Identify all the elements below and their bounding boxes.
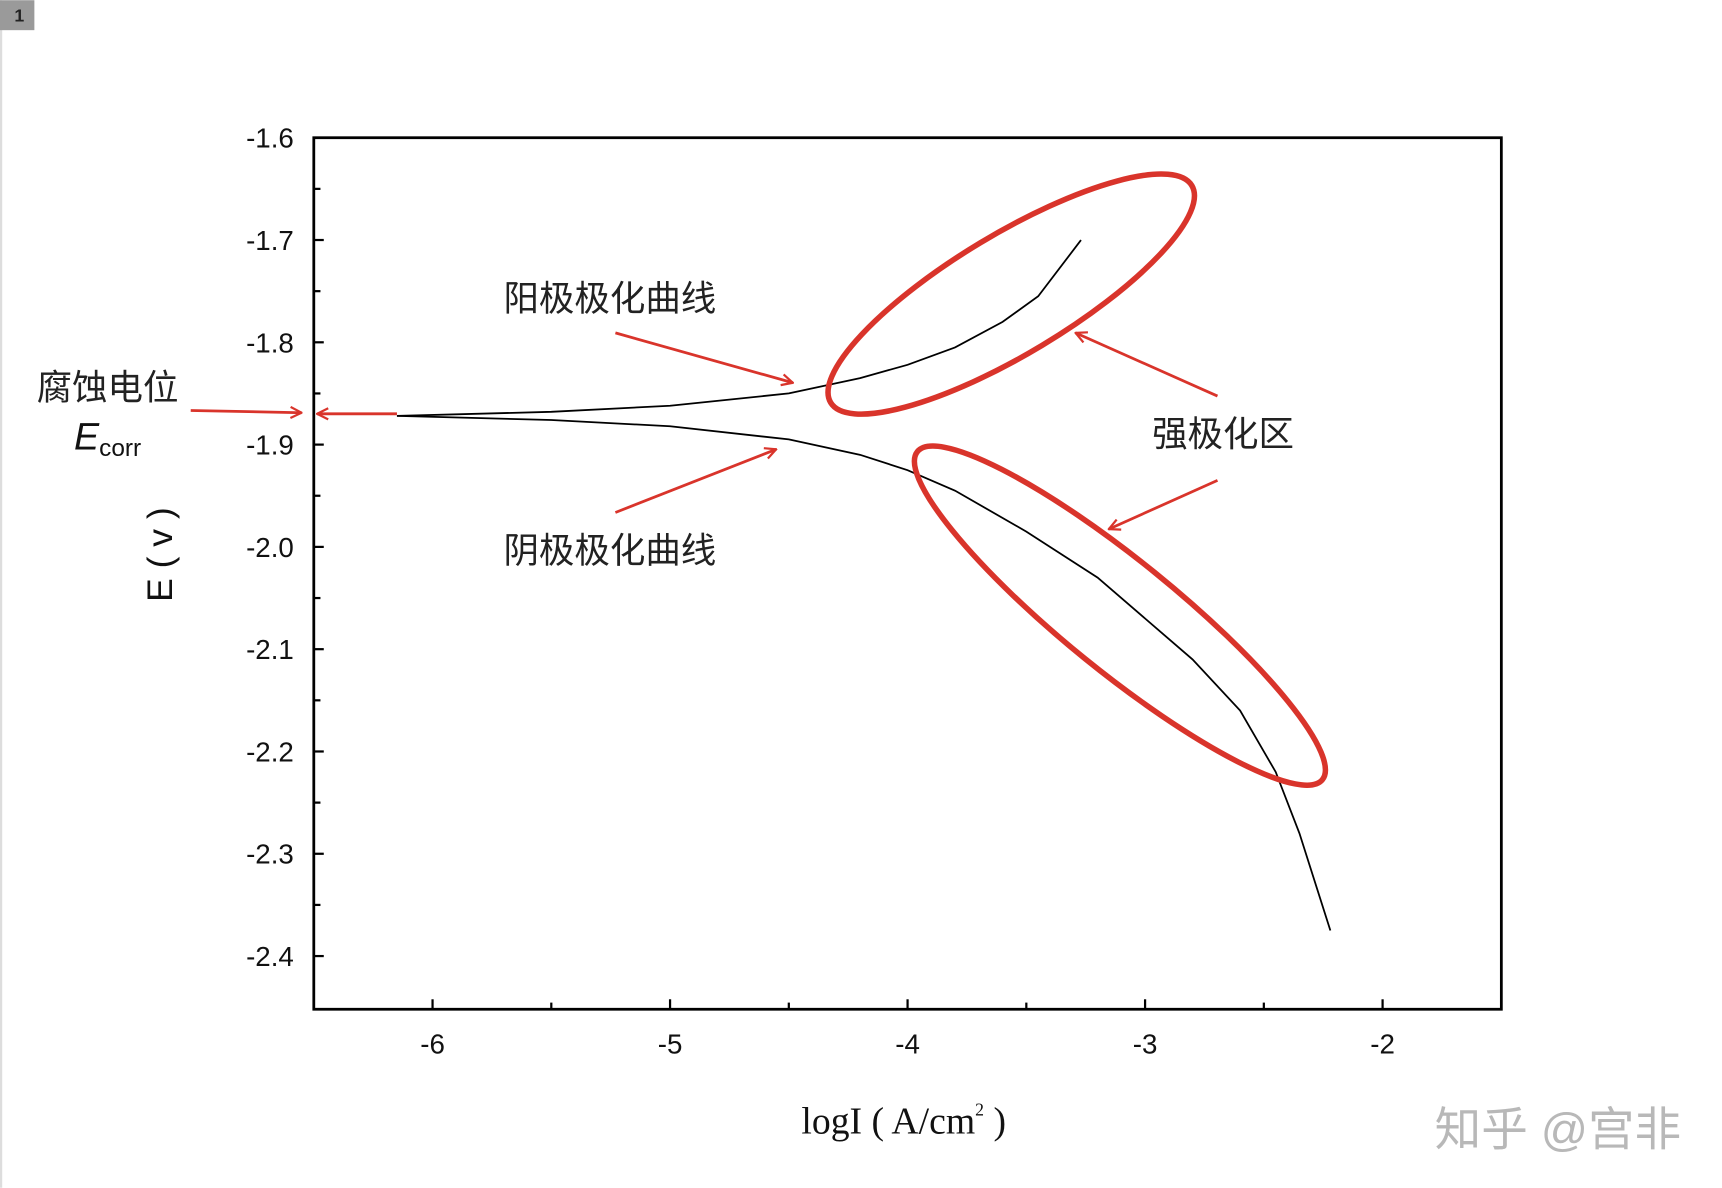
series-label: 阴极极化曲线 xyxy=(503,530,716,570)
y-tick-label: -1.9 xyxy=(246,430,294,461)
y-tick-label: -2.0 xyxy=(246,532,294,563)
y-tick-label: -1.8 xyxy=(246,327,294,358)
plot: -1.6 -1.7 -1.8 -1.9 -2.0 -2.1 -2.2 -2.3 -2.4 -6 -5… xyxy=(246,123,1395,1060)
series-line xyxy=(396,415,1332,931)
ecorr-symbol: E xyxy=(74,415,100,457)
badge xyxy=(0,0,35,31)
y-axis-label: E ( v ) xyxy=(140,507,180,602)
x-label-sup: 2 xyxy=(975,1100,984,1120)
y-tick-label: -2.2 xyxy=(246,736,294,767)
highlight-ellipse xyxy=(911,443,1329,788)
y-tick-label: -2.4 xyxy=(246,941,294,972)
x-tick-label: -6 xyxy=(420,1029,445,1060)
x-tick-label: -4 xyxy=(895,1029,920,1060)
arrow xyxy=(190,410,302,412)
x-label-text: logI ( A/cm xyxy=(801,1100,975,1142)
series-label: 阳极极化曲线 xyxy=(503,279,716,319)
arrow xyxy=(614,449,776,514)
x-tick-label: -3 xyxy=(1133,1029,1158,1060)
series-line xyxy=(396,239,1082,417)
annotation: 腐蚀电位 xyxy=(37,367,179,407)
badge-text: 1 xyxy=(14,5,24,25)
highlight-ellipse xyxy=(825,171,1198,417)
arrow xyxy=(1076,333,1219,398)
y-tick-label: -1.7 xyxy=(246,225,294,256)
x-tick-label: -5 xyxy=(658,1029,683,1060)
x-axis-label: logI ( A/cm2 ) xyxy=(801,1100,1006,1143)
arrow xyxy=(615,331,792,383)
y-tick-label: -2.3 xyxy=(246,839,294,870)
annotation: Ecorr xyxy=(74,415,141,462)
watermark: 知乎 @宫非 xyxy=(1435,1104,1681,1156)
ecorr-sub: corr xyxy=(99,435,141,462)
y-tick-label: -1.6 xyxy=(246,123,294,154)
annotation: 强极化区 xyxy=(1152,414,1294,454)
y-tick-label: -2.1 xyxy=(246,634,294,665)
x-label-end: ) xyxy=(984,1100,1006,1142)
arrow xyxy=(1109,479,1219,529)
x-tick-label: -2 xyxy=(1370,1029,1395,1060)
